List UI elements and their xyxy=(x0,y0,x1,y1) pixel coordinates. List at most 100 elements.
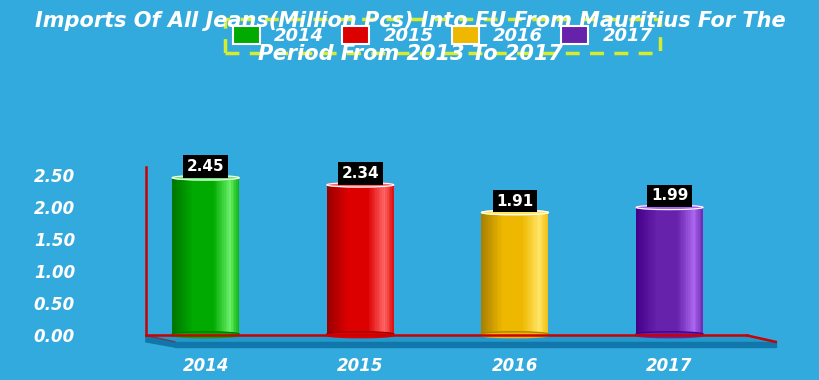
Bar xyxy=(361,185,364,336)
Ellipse shape xyxy=(327,182,393,187)
Bar xyxy=(175,178,177,336)
Bar xyxy=(660,207,662,336)
Ellipse shape xyxy=(327,332,393,336)
Bar xyxy=(695,207,697,336)
Bar xyxy=(519,212,521,336)
Bar xyxy=(390,185,391,336)
Bar xyxy=(667,207,669,336)
Bar xyxy=(215,178,217,336)
Bar xyxy=(647,207,649,336)
Bar xyxy=(356,185,358,336)
Ellipse shape xyxy=(172,333,239,338)
Bar xyxy=(689,207,690,336)
Bar xyxy=(486,212,487,336)
Bar xyxy=(207,178,209,336)
Bar xyxy=(197,178,199,336)
Bar xyxy=(220,178,222,336)
Bar xyxy=(676,207,677,336)
Bar xyxy=(233,178,234,336)
Bar xyxy=(527,212,529,336)
Bar xyxy=(343,185,345,336)
Bar xyxy=(684,207,686,336)
Bar xyxy=(686,207,687,336)
Text: 1.91: 1.91 xyxy=(495,194,533,209)
Bar xyxy=(382,185,383,336)
Bar xyxy=(506,212,508,336)
Bar xyxy=(373,185,375,336)
Bar xyxy=(642,207,644,336)
Bar xyxy=(340,185,342,336)
Bar xyxy=(372,185,373,336)
Bar xyxy=(694,207,695,336)
Bar xyxy=(518,212,519,336)
Bar xyxy=(662,207,663,336)
Bar xyxy=(388,185,390,336)
Bar xyxy=(190,178,192,336)
Bar xyxy=(496,212,498,336)
Bar xyxy=(224,178,225,336)
Text: Imports Of All Jeans(Million Pcs) Into EU From Mauritius For The: Imports Of All Jeans(Million Pcs) Into E… xyxy=(34,11,785,32)
Text: Period From 2013 To 2017: Period From 2013 To 2017 xyxy=(257,44,562,64)
Bar xyxy=(380,185,382,336)
Bar xyxy=(234,178,236,336)
Bar xyxy=(332,185,333,336)
Bar xyxy=(655,207,657,336)
Bar xyxy=(505,212,506,336)
Bar xyxy=(174,178,175,336)
Bar xyxy=(523,212,524,336)
Bar xyxy=(681,207,682,336)
Bar xyxy=(202,178,204,336)
Bar xyxy=(679,207,681,336)
Bar xyxy=(179,178,180,336)
Bar xyxy=(652,207,654,336)
Bar xyxy=(346,185,348,336)
Bar xyxy=(489,212,491,336)
Text: 1.99: 1.99 xyxy=(650,188,687,204)
Bar xyxy=(543,212,545,336)
Bar xyxy=(546,212,548,336)
Bar xyxy=(481,212,482,336)
Bar xyxy=(358,185,360,336)
Bar xyxy=(649,207,650,336)
Bar xyxy=(209,178,210,336)
Bar xyxy=(364,185,365,336)
Bar xyxy=(378,185,380,336)
Ellipse shape xyxy=(327,333,393,338)
Bar xyxy=(188,178,190,336)
Bar xyxy=(491,212,492,336)
Bar xyxy=(199,178,201,336)
Bar xyxy=(177,178,179,336)
Bar xyxy=(482,212,484,336)
Bar xyxy=(654,207,655,336)
Bar xyxy=(503,212,505,336)
Bar xyxy=(225,178,227,336)
Bar xyxy=(682,207,684,336)
Bar xyxy=(492,212,494,336)
Bar xyxy=(509,212,511,336)
Bar xyxy=(640,207,642,336)
Bar xyxy=(172,178,174,336)
Bar xyxy=(229,178,231,336)
Bar xyxy=(700,207,702,336)
Text: 2.45: 2.45 xyxy=(187,159,224,174)
Bar xyxy=(637,207,639,336)
Bar xyxy=(541,212,543,336)
Bar xyxy=(690,207,692,336)
Bar xyxy=(391,185,393,336)
Bar xyxy=(487,212,489,336)
Bar xyxy=(524,212,526,336)
Bar xyxy=(639,207,640,336)
Bar xyxy=(350,185,351,336)
Bar xyxy=(674,207,676,336)
Bar xyxy=(699,207,700,336)
Bar xyxy=(387,185,388,336)
Bar xyxy=(212,178,214,336)
Bar xyxy=(183,178,185,336)
Bar xyxy=(663,207,665,336)
Bar xyxy=(665,207,667,336)
Bar xyxy=(383,185,385,336)
Bar xyxy=(367,185,369,336)
Bar xyxy=(501,212,503,336)
Bar xyxy=(511,212,513,336)
Bar xyxy=(231,178,233,336)
